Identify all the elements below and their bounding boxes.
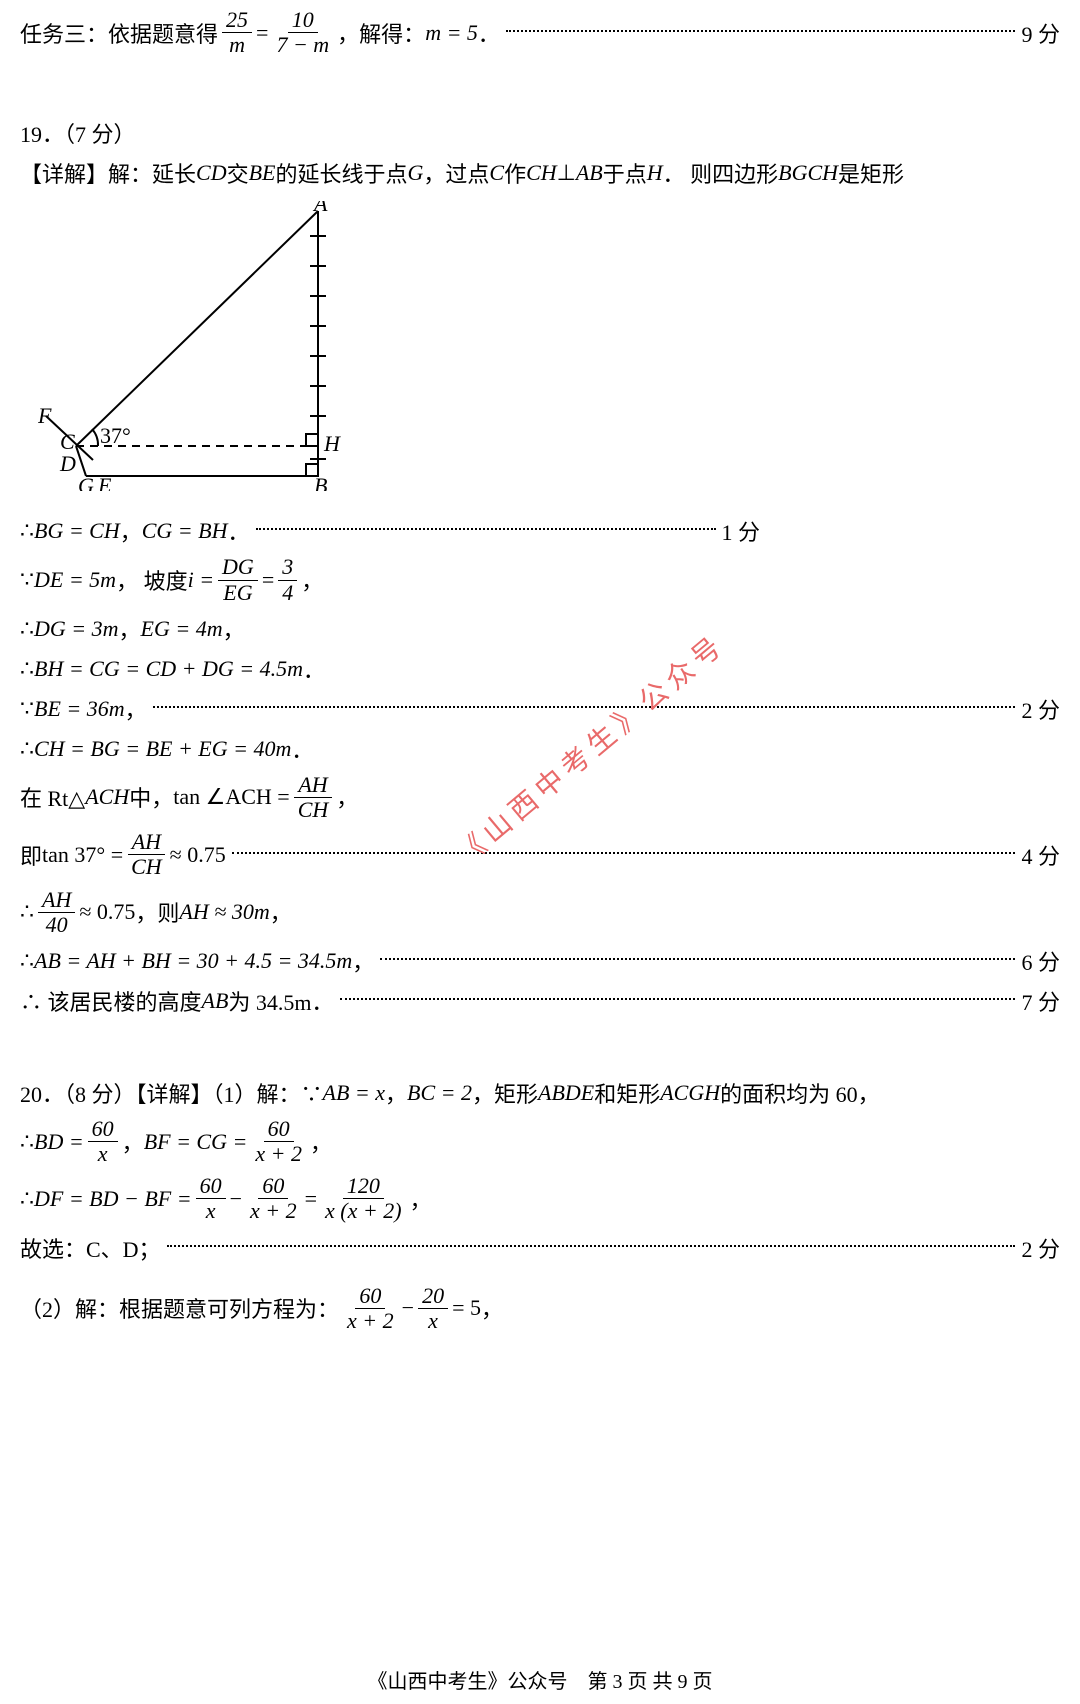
q20-l2: ∴ DF = BD − BF = 60x − 60x + 2 = 120x (x… xyxy=(20,1174,1060,1223)
lbl-G: G xyxy=(78,473,94,491)
lbl-A: A xyxy=(312,201,328,216)
task3-result: m = 5 xyxy=(425,20,478,46)
q19-intro: 【详解】解：延长 CD 交 BE 的延长线于点 G ，过点 C 作 CH ⊥ A… xyxy=(20,157,1060,189)
page-footer: 《山西中考生》公众号 第 3 页 共 9 页 xyxy=(20,1665,1060,1694)
q19-head: 19．（7 分） xyxy=(20,117,1060,149)
task3-line: 任务三：依据题意得 25 m = 10 7 − m ，解得： m = 5 ． 9… xyxy=(20,8,1060,57)
dots xyxy=(153,706,1016,708)
lbl-B: B xyxy=(314,473,327,491)
lbl-angle: 37° xyxy=(100,423,131,448)
q19-l5: ∵ BE = 36m ， 2 分 xyxy=(20,693,1060,725)
task3-mid: ，解得： xyxy=(337,17,425,49)
q20-head: 20．（8 分）【详解】（1）解：∵ AB = x ， BC = 2 ，矩形 A… xyxy=(20,1077,1060,1109)
lbl-D: D xyxy=(59,451,76,476)
q20-l4: （2）解：根据题意可列方程为： 60x + 2 − 20x = 5 ， xyxy=(20,1284,1060,1333)
frac-25-m: 25 m xyxy=(222,8,252,57)
score-9: 9 分 xyxy=(1021,17,1060,49)
eq1: = xyxy=(256,20,268,46)
lbl-H: H xyxy=(323,431,341,456)
dots xyxy=(167,1245,1016,1247)
q19-l8: 即 tan 37° = AHCH ≈ 0.75 4 分 xyxy=(20,830,1060,879)
dots xyxy=(232,852,1016,854)
q19-l11: ∴ 该居民楼的高度 AB 为 34.5m ． 7 分 xyxy=(20,985,1060,1017)
q19-l6: ∴ CH = BG = BE + EG = 40m ． xyxy=(20,733,1060,765)
q19-l9: ∴ AH40 ≈ 0.75 ，则 AH ≈ 30m ， xyxy=(20,888,1060,937)
task3-period: ． xyxy=(478,17,500,49)
q19-l4: ∴ BH = CG = CD + DG = 4.5m ． xyxy=(20,653,1060,685)
dots xyxy=(256,528,716,530)
dots xyxy=(380,958,1015,960)
dots xyxy=(340,998,1016,1000)
q19-l10: ∴ AB = AH + BH = 30 + 4.5 = 34.5m ， 6 分 xyxy=(20,945,1060,977)
q19-l3: ∴ DG = 3m ， EG = 4m ， xyxy=(20,613,1060,645)
q19-l1: ∴ BG = CH ， CG = BH ． 1 分 xyxy=(20,515,1060,547)
geometry-diagram: A B C D E F G H 37° xyxy=(38,201,1060,497)
q19-l7: 在 Rt△ ACH 中， tan ∠ACH = AHCH ， xyxy=(20,773,1060,822)
task3-prefix: 任务三：依据题意得 xyxy=(20,17,218,49)
lbl-F: F xyxy=(38,403,52,428)
q19-l2: ∵ DE = 5m ， 坡度 i = DGEG = 34 ， xyxy=(20,555,1060,604)
q20-l3: 故选：C、D； 2 分 xyxy=(20,1232,1060,1264)
q20-l1: ∴ BD = 60x ， BF = CG = 60x + 2 ， xyxy=(20,1117,1060,1166)
lbl-E: E xyxy=(97,473,112,491)
frac-10-7m: 10 7 − m xyxy=(272,8,333,57)
dots xyxy=(506,30,1016,32)
